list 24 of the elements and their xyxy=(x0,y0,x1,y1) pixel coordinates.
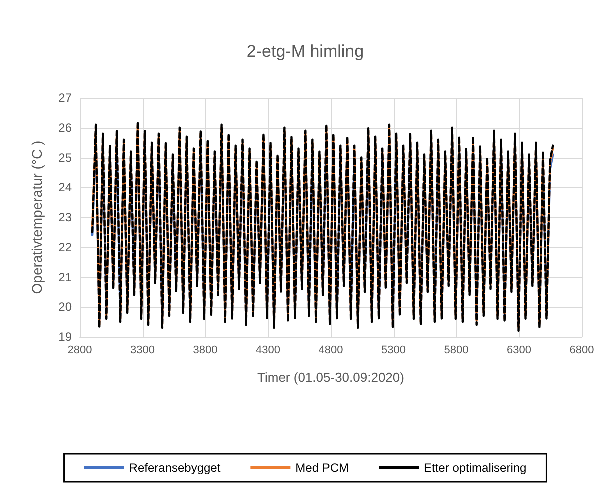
legend-label: Med PCM xyxy=(296,461,350,475)
x-tick-label: 6800 xyxy=(570,344,594,356)
y-tick-label: 22 xyxy=(58,240,72,254)
y-tick-label: 20 xyxy=(58,300,72,314)
y-tick-label: 27 xyxy=(58,91,72,105)
y-tick-label: 26 xyxy=(58,120,72,135)
y-tick-label: 24 xyxy=(58,180,72,195)
x-tick-label: 5800 xyxy=(444,344,469,356)
x-tick-label: 5300 xyxy=(382,344,406,356)
x-tick-label: 3300 xyxy=(130,344,155,356)
x-tick-label: 4800 xyxy=(318,344,344,356)
x-tick-label: 6300 xyxy=(507,344,532,356)
x-tick-label: 2800 xyxy=(68,344,92,356)
legend-label: Referansebygget xyxy=(129,461,222,475)
y-tick-label: 21 xyxy=(58,270,72,284)
legend-label: Etter optimalisering xyxy=(424,461,527,475)
y-tick-label: 19 xyxy=(58,330,72,344)
y-tick-label: 23 xyxy=(58,210,72,224)
x-axis-title: Timer (01.05-30.09:2020) xyxy=(258,370,404,385)
y-tick-label: 25 xyxy=(58,150,72,165)
x-tick-label: 4300 xyxy=(256,344,280,356)
chart-title: 2-etg-M himling xyxy=(246,42,364,61)
y-axis-title: Operativtemperatur (°C ) xyxy=(29,140,45,294)
x-tick-label: 3800 xyxy=(193,344,218,356)
